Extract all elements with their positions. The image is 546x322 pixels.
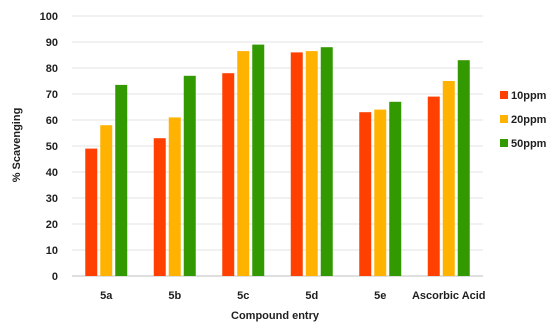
- legend-swatch: [500, 115, 508, 123]
- x-axis-title: Compound entry: [231, 310, 320, 322]
- y-tick-label: 0: [52, 271, 58, 283]
- x-tick-label: 5b: [168, 290, 181, 302]
- bars: [85, 44, 470, 277]
- bar-10ppm-5e: [359, 112, 372, 276]
- y-tick-label: 100: [40, 11, 58, 23]
- bar-20ppm-5d: [305, 51, 318, 276]
- y-tick-label: 50: [46, 141, 58, 153]
- bar-20ppm-5c: [237, 51, 250, 276]
- bar-50ppm-5e: [389, 101, 402, 276]
- y-tick-label: 70: [46, 89, 58, 101]
- bar-10ppm-5d: [290, 52, 303, 277]
- y-tick-label: 10: [46, 245, 58, 257]
- y-axis-title: % Scavenging: [11, 108, 23, 183]
- legend-swatch: [500, 91, 508, 99]
- y-tick-label: 90: [46, 37, 58, 49]
- x-tick-label: Ascorbic Acid: [412, 290, 486, 302]
- bar-10ppm-5c: [222, 73, 235, 276]
- x-tick-label: 5a: [100, 290, 113, 302]
- bar-50ppm-5c: [252, 44, 265, 276]
- y-tick-label: 20: [46, 219, 58, 231]
- bar-20ppm-ascorbic-acid: [442, 81, 455, 276]
- axes: 0 10 20 30 40 50 60 70 80 90 100 5a 5b 5c 5d 5e Ascorbic…: [40, 11, 486, 302]
- gridlines: [72, 15, 483, 277]
- x-tick-label: 5d: [305, 290, 318, 302]
- legend-label: 10ppm: [511, 90, 546, 102]
- bar-50ppm-5d: [320, 47, 333, 277]
- bar-50ppm-ascorbic-acid: [457, 60, 470, 277]
- bar-50ppm-5b: [183, 75, 196, 276]
- legend-label: 50ppm: [511, 138, 546, 150]
- x-tick-label: 5c: [237, 290, 249, 302]
- bar-10ppm-ascorbic-acid: [427, 96, 440, 276]
- y-tick-label: 60: [46, 115, 58, 127]
- x-tick-label: 5e: [374, 290, 386, 302]
- y-tick-label: 40: [46, 167, 58, 179]
- legend-label: 20ppm: [511, 114, 546, 126]
- bar-20ppm-5b: [168, 117, 181, 277]
- bar-20ppm-5e: [374, 109, 387, 276]
- legend-swatch: [500, 139, 508, 147]
- bar-10ppm-5b: [153, 138, 166, 276]
- y-tick-label: 80: [46, 63, 58, 75]
- legend: 10ppm 20ppm 50ppm: [500, 90, 546, 150]
- bar-10ppm-5a: [85, 148, 98, 276]
- bar-50ppm-5a: [115, 84, 128, 277]
- bar-20ppm-5a: [100, 125, 113, 276]
- y-tick-label: 30: [46, 193, 58, 205]
